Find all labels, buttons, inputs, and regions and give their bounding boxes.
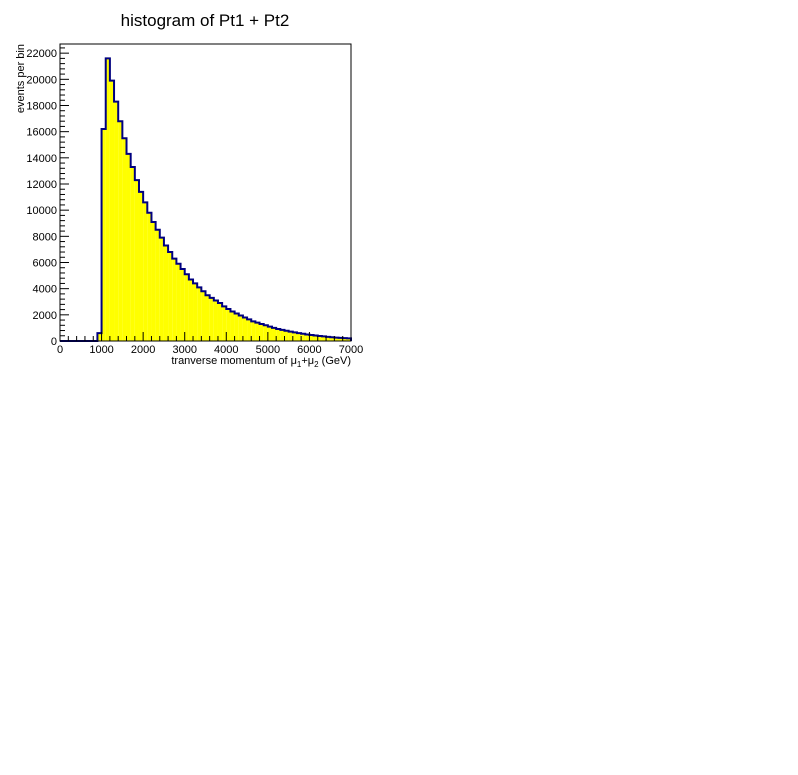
chart-title: histogram of Pt1 + Pt2: [121, 11, 290, 30]
y-tick-label: 16000: [26, 127, 57, 139]
histogram-bin: [346, 338, 351, 341]
histogram-bars: [60, 57, 352, 342]
x-label-mu-1: μ: [291, 355, 297, 367]
histogram-bin: [255, 322, 260, 341]
x-tick-label: 1000: [89, 344, 113, 356]
histogram-bin: [134, 180, 139, 341]
x-axis-label: tranverse momentum of μ1+μ2 (GeV): [171, 355, 351, 369]
histogram-bin: [172, 258, 177, 341]
histogram-bin: [272, 327, 277, 341]
histogram-bin: [321, 336, 327, 341]
y-tick-label: 18000: [26, 100, 57, 112]
histogram-bin: [114, 101, 119, 341]
x-tick-label: 7000: [339, 344, 363, 356]
histogram-bin: [217, 303, 223, 341]
histogram-bin: [305, 334, 310, 341]
x-label-mu-2: μ: [308, 355, 314, 367]
y-tick-label: 22000: [26, 48, 57, 60]
histogram-bin: [267, 326, 273, 341]
histogram-bin: [155, 229, 160, 341]
histogram-bin: [126, 153, 131, 341]
histogram-bin: [276, 328, 281, 341]
histogram-bin: [213, 300, 218, 341]
histogram-bin: [238, 315, 243, 341]
histogram-bin: [288, 331, 293, 341]
histogram-bin: [122, 138, 127, 341]
y-tick-label: 4000: [33, 284, 57, 296]
histogram-bin: [105, 58, 110, 342]
histogram-bin: [226, 308, 231, 341]
x-label-sub-2: 2: [314, 360, 319, 369]
histogram-bin: [163, 245, 169, 341]
histogram-bin: [101, 129, 106, 341]
histogram-bin: [326, 336, 331, 341]
histogram-bin: [251, 321, 256, 341]
y-tick-label: 10000: [26, 205, 57, 217]
histogram-bin: [168, 252, 173, 341]
histogram-bin: [334, 337, 339, 341]
x-tick-label: 5000: [256, 344, 280, 356]
histogram-bin: [130, 166, 135, 341]
histogram-bin: [138, 191, 144, 341]
x-tick-label: 3000: [172, 344, 196, 356]
histogram-bin: [301, 333, 306, 341]
x-label-plus: +: [301, 355, 307, 367]
histogram-bin: [330, 337, 335, 341]
histogram-bin: [180, 269, 185, 341]
y-tick-label: 20000: [26, 74, 57, 86]
axis-ticks: 0 1000 2000 3000 4000 5000 6000 7000 0 2000 4000 60…: [26, 47, 363, 356]
histogram-bin: [222, 306, 227, 341]
histogram-bin: [209, 297, 214, 341]
x-tick-label: 0: [57, 344, 63, 356]
y-tick-label: 2000: [33, 310, 57, 322]
y-tick-label: 0: [51, 336, 57, 348]
histogram-bin: [313, 335, 318, 341]
histogram-bin: [234, 313, 239, 341]
histogram-bin: [259, 323, 264, 341]
histogram-bin: [176, 263, 181, 341]
plot-frame: [59, 43, 352, 342]
x-tick-label: 2000: [131, 344, 155, 356]
histogram-bin: [109, 80, 115, 341]
y-tick-label: 14000: [26, 153, 57, 165]
x-tick-label: 4000: [214, 344, 238, 356]
histogram-bin: [201, 291, 206, 341]
histogram-bin: [193, 283, 198, 341]
histogram-bin: [292, 332, 297, 341]
histogram-bin: [184, 274, 189, 341]
histogram-bin: [143, 202, 148, 341]
histogram-bin: [230, 311, 235, 341]
histogram-bin: [151, 221, 156, 341]
y-tick-label: 8000: [33, 231, 57, 243]
histogram-bin: [296, 333, 302, 341]
y-axis-label: events per bin: [15, 44, 27, 113]
histogram-bin: [247, 319, 252, 341]
histogram-bin: [242, 317, 248, 341]
x-tick-label: 6000: [297, 344, 321, 356]
histogram-bin: [280, 329, 285, 341]
histogram-bin: [284, 330, 289, 341]
histogram-bin: [342, 338, 347, 341]
histogram-bin: [263, 325, 268, 341]
y-tick-label: 6000: [33, 257, 57, 269]
histogram-bin: [205, 295, 210, 341]
x-label-prefix: tranverse momentum of: [171, 355, 290, 367]
x-label-suffix: (GeV): [319, 355, 351, 367]
histogram-bin: [147, 212, 152, 341]
histogram-bin: [309, 334, 314, 341]
histogram-bin: [159, 237, 164, 341]
histogram-bin: [197, 287, 202, 341]
histogram-bin: [338, 337, 343, 341]
x-label-sub-1: 1: [297, 360, 302, 369]
histogram-bin: [118, 121, 123, 341]
histogram-bin: [97, 333, 102, 341]
y-tick-label: 12000: [26, 179, 57, 191]
histogram-bin: [317, 336, 322, 341]
histogram-bin: [188, 279, 194, 341]
